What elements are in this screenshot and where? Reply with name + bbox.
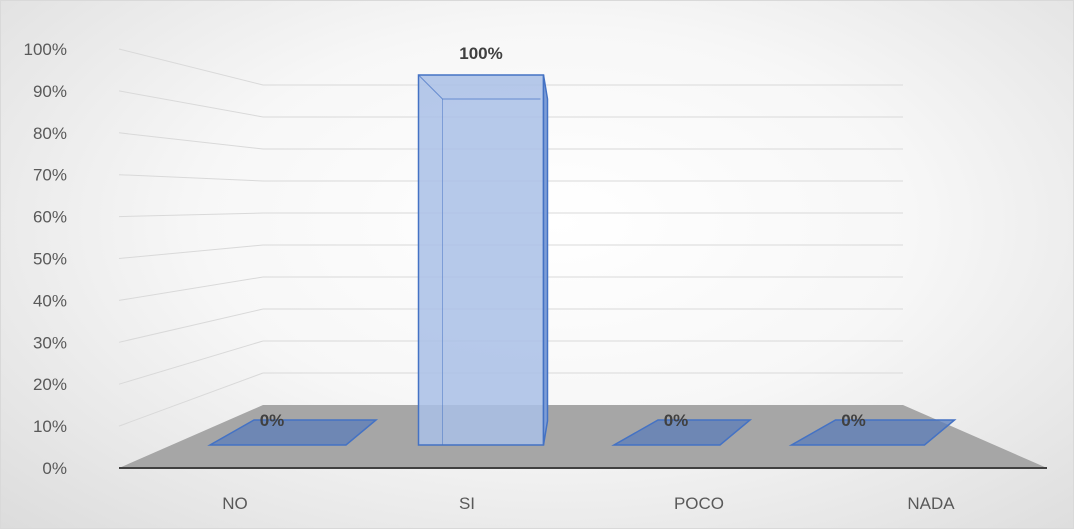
y-tick-label: 100%: [24, 40, 67, 59]
gridline-diagonal: [118, 308, 264, 343]
bar: [417, 74, 545, 446]
data-label: 0%: [260, 411, 285, 430]
y-tick-label: 40%: [33, 291, 67, 310]
data-label: 0%: [664, 411, 689, 430]
gridline-diagonal: [118, 212, 264, 218]
gridline-diagonal: [118, 132, 264, 150]
y-tick-label: 50%: [33, 250, 67, 269]
x-category-label: SI: [459, 494, 475, 513]
bar-side: [542, 74, 549, 446]
gridline-diagonal: [118, 48, 264, 86]
gridline-diagonal: [118, 276, 264, 301]
data-label: 0%: [841, 411, 866, 430]
gridline-diagonal: [118, 372, 264, 427]
y-tick-label: 60%: [33, 208, 67, 227]
x-category-label: POCO: [674, 494, 724, 513]
gridline-diagonal: [118, 340, 264, 385]
y-tick-label: 90%: [33, 82, 67, 101]
gridline-diagonal: [118, 244, 264, 259]
gridline-diagonal: [118, 174, 264, 182]
bar: [788, 419, 957, 446]
x-category-label: NO: [222, 494, 248, 513]
bar: [207, 419, 379, 446]
gridline-diagonal: [118, 90, 264, 118]
data-label: 100%: [459, 44, 502, 63]
y-tick-label: 80%: [33, 124, 67, 143]
y-tick-label: 70%: [33, 166, 67, 185]
y-tick-label: 20%: [33, 375, 67, 394]
y-tick-label: 0%: [42, 459, 67, 478]
x-category-label: NADA: [907, 494, 955, 513]
y-tick-label: 30%: [33, 333, 67, 352]
bar: [611, 419, 753, 446]
y-tick-label: 10%: [33, 417, 67, 436]
